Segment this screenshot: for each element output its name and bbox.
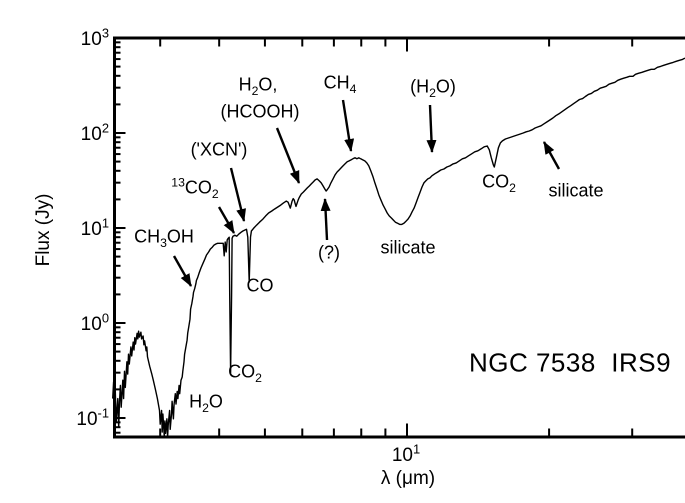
annotation-13co2: 13CO2 xyxy=(171,175,219,202)
annotation-arrows xyxy=(172,99,561,287)
annotation-h2o-hcooh-1: H2O, xyxy=(238,74,278,99)
y-tick-label-10e1: 101 xyxy=(80,215,109,241)
y-tick-label-10e2: 102 xyxy=(80,120,109,146)
y-tick-label-10e-1: 10-1 xyxy=(76,405,109,431)
annotation-xcn: ('XCN') xyxy=(190,139,248,160)
annotation-h2o-3um: H2O xyxy=(189,391,223,416)
source-name-label: NGC 7538 IRS9 xyxy=(468,347,672,378)
annotation-h2o-hcooh-2: (HCOOH) xyxy=(220,101,300,122)
annotation-h2o-12um: (H2O) xyxy=(410,76,456,101)
y-axis-label: Flux (Jy) xyxy=(33,193,55,267)
x-axis-label: λ (μm) xyxy=(380,468,436,490)
annotation-co: CO xyxy=(246,275,274,296)
annotation-ch3oh: CH3OH xyxy=(134,226,194,251)
y-tick-label-10e3: 103 xyxy=(80,25,109,51)
y-tick-label-10e0: 100 xyxy=(80,310,109,336)
annotation-ch4: CH4 xyxy=(323,72,357,97)
axes xyxy=(113,36,685,439)
annotation-silicate-18um: silicate xyxy=(548,180,604,201)
x-tick-label-10e1: 101 xyxy=(391,441,421,467)
annotation-co2-4um: CO2 xyxy=(228,361,262,386)
spectrum-curve xyxy=(112,57,685,438)
annotation-silicate-10um: silicate xyxy=(380,237,436,258)
annotation-co2-15um: CO2 xyxy=(482,171,516,196)
annotation-query: (?) xyxy=(318,242,340,263)
